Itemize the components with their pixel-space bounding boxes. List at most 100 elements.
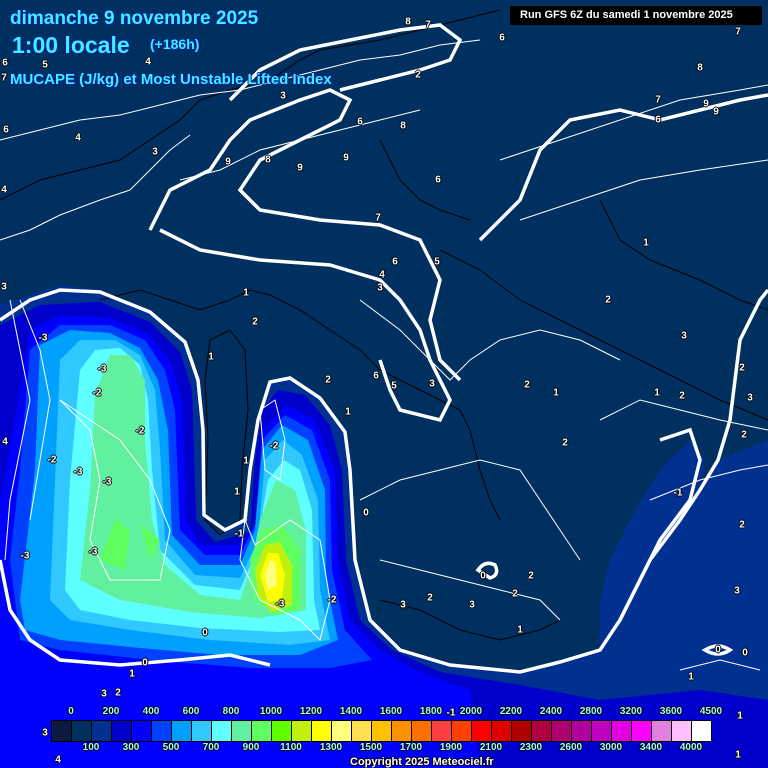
colorbar-swatch <box>572 721 592 741</box>
contour-label: 1 <box>643 237 649 249</box>
contour-label: 0 <box>715 644 721 656</box>
colorbar-swatch <box>52 721 72 741</box>
colorbar-swatch <box>412 721 432 741</box>
colorbar-label: 2200 <box>499 706 523 717</box>
contour-label: 2 <box>739 362 745 374</box>
colorbar-swatch <box>452 721 472 741</box>
contour-label: 3 <box>469 599 475 611</box>
colorbar-swatch <box>432 721 452 741</box>
colorbar-swatch <box>192 721 212 741</box>
contour-label: 7 <box>735 26 741 38</box>
colorbar-swatch <box>552 721 572 741</box>
contour-label: 2 <box>528 570 534 582</box>
contour-label: 8 <box>265 154 271 166</box>
contour-label: 4 <box>145 56 151 68</box>
parameter-title: MUCAPE (J/kg) et Most Unstable Lifted In… <box>10 71 332 88</box>
contour-label: 6 <box>435 174 441 186</box>
colorbar-label: 3600 <box>659 706 683 717</box>
contour-label: -2 <box>327 594 337 606</box>
contour-label: 2 <box>325 374 331 386</box>
contour-label: 3 <box>42 727 48 739</box>
colorbar-label: 1800 <box>419 706 443 717</box>
contour-label: 3 <box>280 90 286 102</box>
contour-label: 1 <box>735 749 741 761</box>
colorbar-swatch <box>252 721 272 741</box>
colorbar-swatch <box>632 721 652 741</box>
contour-label: 0 <box>142 657 148 669</box>
colorbar-swatch <box>152 721 172 741</box>
cape-layer-1400 <box>265 560 277 590</box>
contour-label: -2 <box>92 387 102 399</box>
colorbar-label: 4000 <box>679 742 703 753</box>
contour-label: -1 <box>446 707 456 719</box>
colorbar-label: 500 <box>162 742 180 753</box>
contour-label: 2 <box>427 592 433 604</box>
forecast-time: 1:00 locale <box>12 32 130 58</box>
colorbar-label: 2800 <box>579 706 603 717</box>
contour-label: 9 <box>297 162 303 174</box>
colorbar-swatch <box>112 721 132 741</box>
colorbar-label: 1200 <box>299 706 323 717</box>
colorbar-label: 1100 <box>280 742 302 753</box>
contour-label: 8 <box>697 62 703 74</box>
zero-lifted-index-contours <box>0 23 768 674</box>
contour-label: 3 <box>377 282 383 294</box>
contour-label: -1 <box>234 528 244 540</box>
contour-label: 1 <box>234 486 240 498</box>
contour-label: 3 <box>152 146 158 158</box>
colorbar-swatch <box>692 721 711 741</box>
colorbar-swatch <box>532 721 552 741</box>
colorbar-swatch <box>612 721 632 741</box>
colorbar-label: 300 <box>122 742 140 753</box>
colorbar-label: 200 <box>102 706 120 717</box>
contour-label: 7 <box>1 72 7 84</box>
colorbar-label: 900 <box>242 742 260 753</box>
colorbar-swatch <box>672 721 692 741</box>
forecast-lead-time: (+186h) <box>150 36 200 52</box>
colorbar-label: 2300 <box>519 742 543 753</box>
contour-label: 9 <box>343 152 349 164</box>
contour-label: 6 <box>499 32 505 44</box>
contour-label: 1 <box>345 406 351 418</box>
contour-label: -2 <box>47 454 57 466</box>
cape-fill-layers <box>0 285 768 768</box>
cape-layer-1100 <box>100 520 300 615</box>
land-islands <box>205 330 248 535</box>
contour-label: 2 <box>252 316 258 328</box>
contour-label: 9 <box>225 156 231 168</box>
contour-label: 3 <box>681 330 687 342</box>
colorbar-label: 2100 <box>479 742 503 753</box>
contour-label: 7 <box>655 94 661 106</box>
contour-label: -2 <box>135 425 145 437</box>
contour-label: 5 <box>434 256 440 268</box>
contour-label: 4 <box>1 184 7 196</box>
colorbar-label: 1700 <box>399 742 423 753</box>
contour-label: 0 <box>363 507 369 519</box>
run-label: Run GFS 6Z du samedi 1 novembre 2025 <box>510 6 762 25</box>
colorbar-label: 2000 <box>459 706 483 717</box>
contour-label: -3 <box>20 550 30 562</box>
colorbar-swatch <box>332 721 352 741</box>
colorbar-swatch <box>92 721 112 741</box>
colorbar-swatch <box>132 721 152 741</box>
colorbar-swatch <box>512 721 532 741</box>
colorbar-label: 0 <box>68 706 74 717</box>
contour-label: 1 <box>654 387 660 399</box>
contour-label: 2 <box>605 294 611 306</box>
colorbar-label: 800 <box>222 706 240 717</box>
contour-label: -3 <box>88 546 98 558</box>
contour-label: 4 <box>75 132 81 144</box>
colorbar-swatch <box>292 721 312 741</box>
contour-label: 3 <box>1 281 7 293</box>
contour-label: -3 <box>97 363 107 375</box>
colorbar-swatch <box>652 721 672 741</box>
colorbar-label: 3000 <box>599 742 623 753</box>
colorbar-label: 1500 <box>359 742 383 753</box>
contour-label: 3 <box>400 599 406 611</box>
contour-label: 6 <box>3 124 9 136</box>
colorbar-label: 400 <box>142 706 160 717</box>
colorbar-swatch <box>372 721 392 741</box>
contour-label: 2 <box>415 69 421 81</box>
colorbar <box>51 720 712 742</box>
